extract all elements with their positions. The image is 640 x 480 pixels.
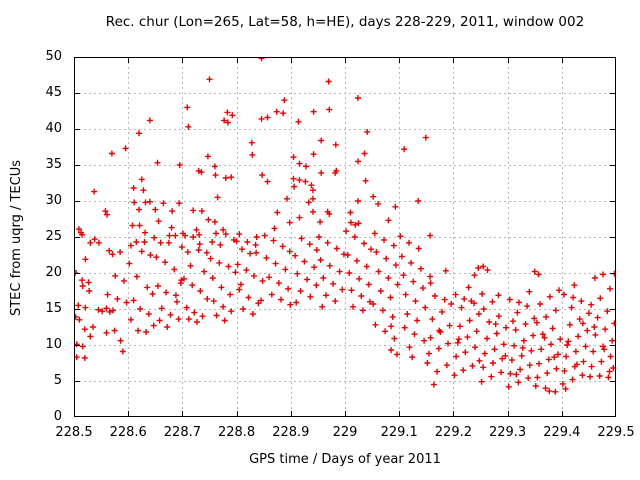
y-tick-label: 0 <box>53 409 62 424</box>
y-tick-label: 10 <box>45 337 62 352</box>
y-tick-label: 40 <box>45 121 62 136</box>
y-tick-label: 45 <box>45 85 62 100</box>
y-tick-label: 5 <box>53 373 62 388</box>
x-tick-label: 228.9 <box>272 425 310 440</box>
y-tick-label: 50 <box>45 49 62 64</box>
x-tick-label: 228.8 <box>217 425 256 440</box>
scatter-points <box>74 57 616 395</box>
y-tick-label: 20 <box>45 265 62 280</box>
x-tick-label: 229 <box>332 425 358 440</box>
x-tick-label: 228.5 <box>55 425 93 440</box>
y-tick-label: 25 <box>45 229 62 244</box>
plot-border <box>74 57 616 417</box>
plot-area <box>74 57 616 417</box>
x-tick-label: 229.4 <box>543 425 581 440</box>
x-tick-label: 228.7 <box>163 425 201 440</box>
x-tick-label: 228.6 <box>109 425 147 440</box>
x-tick-label: 229.1 <box>380 425 418 440</box>
grid-lines <box>74 57 616 417</box>
chart-title: Rec. chur (Lon=265, Lat=58, h=HE), days … <box>105 14 585 30</box>
x-tick-label: 229.5 <box>597 425 635 440</box>
x-tick-label: 229.2 <box>434 425 472 440</box>
y-tick-label: 15 <box>45 301 62 316</box>
x-axis-title: GPS time / Days of year 2011 <box>249 452 441 467</box>
scatter-plot-svg <box>74 57 616 417</box>
x-tick-label: 229.3 <box>488 425 527 440</box>
y-tick-label: 30 <box>45 193 62 208</box>
y-tick-label: 35 <box>45 157 62 172</box>
